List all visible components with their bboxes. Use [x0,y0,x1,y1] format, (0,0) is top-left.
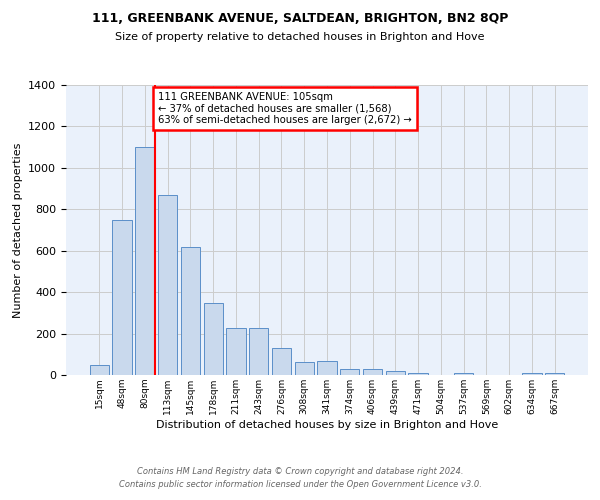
X-axis label: Distribution of detached houses by size in Brighton and Hove: Distribution of detached houses by size … [156,420,498,430]
Text: Contains public sector information licensed under the Open Government Licence v3: Contains public sector information licen… [119,480,481,489]
Bar [454,373,473,375]
Bar [545,373,564,375]
Text: Contains HM Land Registry data © Crown copyright and database right 2024.: Contains HM Land Registry data © Crown c… [137,467,463,476]
Bar [340,369,359,375]
Bar [158,195,178,375]
Bar [272,348,291,375]
Y-axis label: Number of detached properties: Number of detached properties [13,142,23,318]
Bar [386,372,405,375]
Text: Size of property relative to detached houses in Brighton and Hove: Size of property relative to detached ho… [115,32,485,42]
Bar [226,328,245,375]
Bar [295,362,314,375]
Bar [135,147,155,375]
Bar [249,328,268,375]
Text: 111 GREENBANK AVENUE: 105sqm
← 37% of detached houses are smaller (1,568)
63% of: 111 GREENBANK AVENUE: 105sqm ← 37% of de… [158,92,412,126]
Bar [203,302,223,375]
Text: 111, GREENBANK AVENUE, SALTDEAN, BRIGHTON, BN2 8QP: 111, GREENBANK AVENUE, SALTDEAN, BRIGHTO… [92,12,508,26]
Bar [409,372,428,375]
Bar [522,373,542,375]
Bar [90,364,109,375]
Bar [181,246,200,375]
Bar [317,360,337,375]
Bar [363,369,382,375]
Bar [112,220,132,375]
